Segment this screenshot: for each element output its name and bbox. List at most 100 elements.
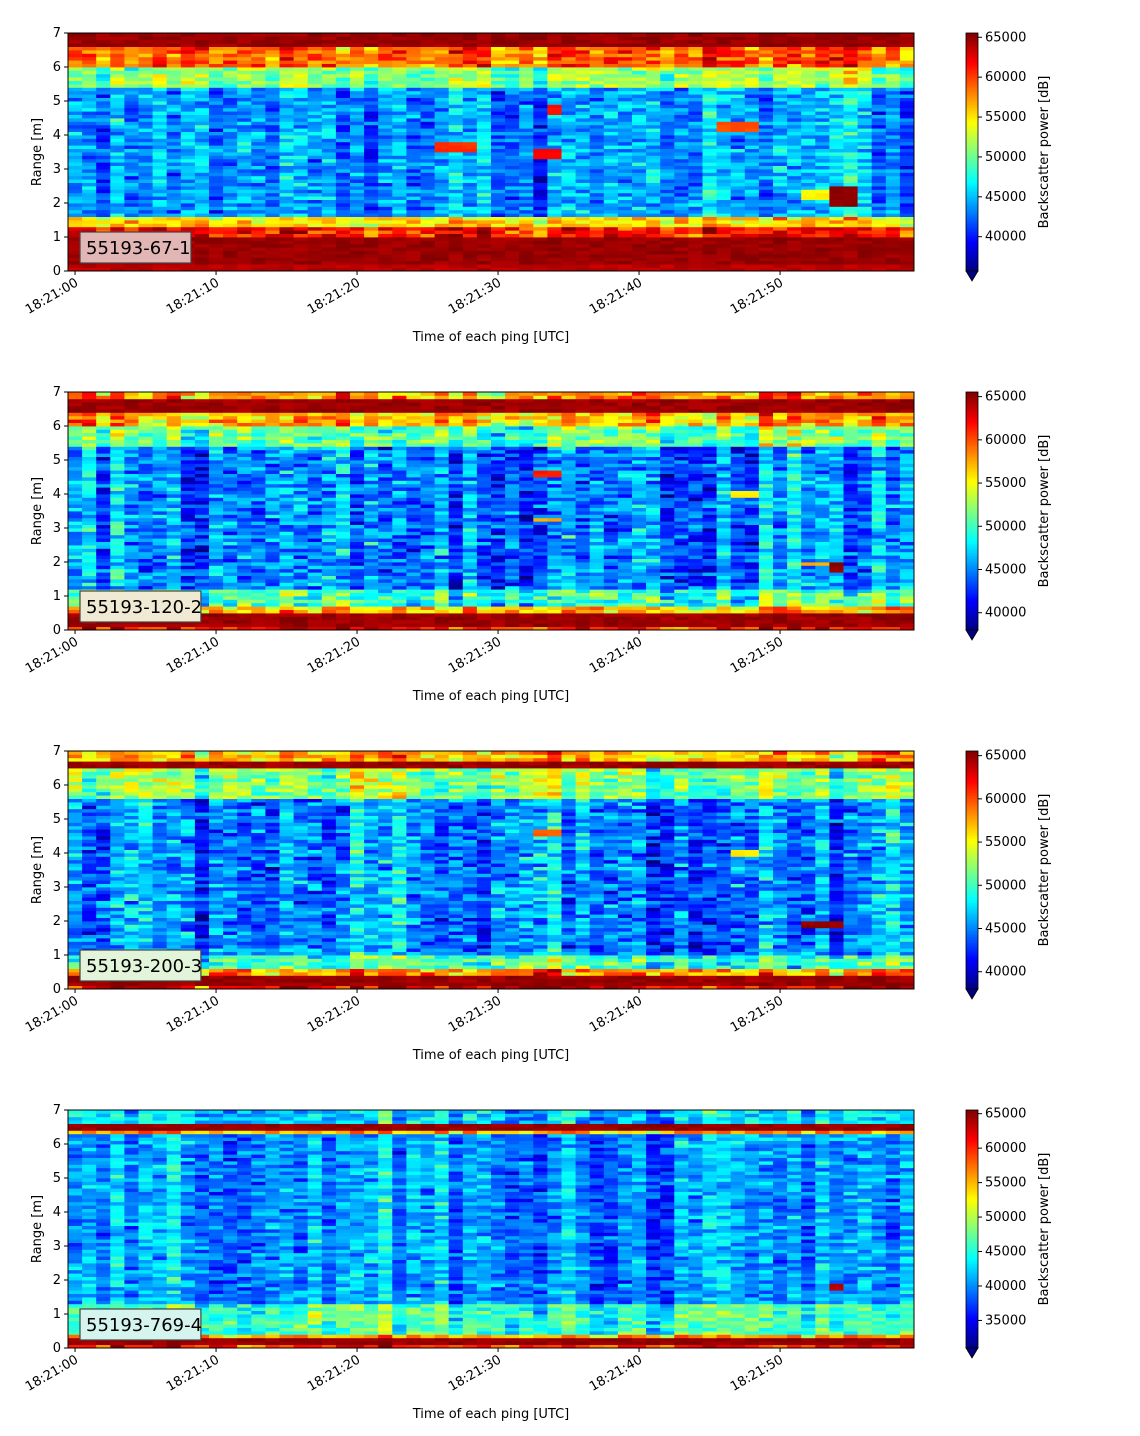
colorbar-segment [966, 159, 978, 163]
heatmap-cell [801, 104, 816, 109]
heatmap-cell [152, 466, 168, 471]
heatmap-cell [744, 90, 760, 95]
heatmap-cell [801, 70, 816, 75]
heatmap-cell [857, 114, 873, 119]
heatmap-cell [364, 199, 379, 204]
heatmap-cell [787, 131, 802, 136]
heatmap-cell [68, 592, 83, 597]
heatmap-cell [237, 84, 252, 88]
heatmap-cell [660, 192, 675, 197]
heatmap-cell [744, 216, 760, 221]
heatmap-cell [350, 247, 365, 251]
heatmap-cell [378, 196, 393, 200]
heatmap-cell [815, 158, 830, 163]
heatmap-cell [194, 613, 210, 617]
heatmap-cell [265, 135, 280, 139]
heatmap-cell [871, 169, 887, 173]
heatmap-cell [674, 80, 689, 85]
heatmap-cell [434, 33, 450, 37]
heatmap-cell [166, 623, 182, 627]
heatmap-cell [448, 39, 464, 44]
heatmap-cell [321, 131, 337, 136]
heatmap-cell [815, 39, 830, 44]
heatmap-cell [660, 264, 675, 268]
heatmap-cell [857, 39, 873, 44]
heatmap-cell [646, 148, 661, 153]
heatmap-cell [885, 189, 901, 194]
heatmap-cell [68, 538, 83, 542]
heatmap-cell [646, 267, 661, 272]
heatmap-cell [632, 250, 647, 255]
heatmap-cell [758, 182, 774, 187]
heatmap-cell [702, 56, 717, 61]
heatmap-cell [406, 53, 421, 58]
heatmap-cell [575, 56, 591, 61]
heatmap-cell [237, 169, 252, 173]
heatmap-cell [110, 521, 125, 525]
heatmap-cell [124, 548, 139, 553]
heatmap-cell [857, 90, 873, 95]
heatmap-cell [180, 548, 196, 553]
heatmap-cell [505, 243, 520, 248]
heatmap-cell [223, 141, 238, 146]
heatmap-cell [758, 226, 774, 231]
heatmap-cell [589, 97, 605, 102]
heatmap-cell [335, 158, 351, 163]
heatmap-cell [166, 226, 182, 231]
heatmap-cell [68, 422, 83, 427]
heatmap-cell [505, 220, 520, 224]
heatmap-cell [603, 152, 619, 156]
y-tick-label: 4 [53, 128, 61, 143]
heatmap-cell [674, 43, 689, 47]
heatmap-cell [350, 46, 365, 51]
heatmap-cell [547, 107, 562, 112]
heatmap-cell [152, 524, 168, 529]
heatmap-cell [392, 148, 407, 153]
heatmap-cell [124, 392, 139, 396]
heatmap-cell [801, 73, 816, 78]
heatmap-cell [251, 39, 266, 44]
heatmap-cell [152, 463, 168, 468]
heatmap-cell [420, 50, 435, 54]
heatmap-cell [547, 209, 562, 214]
heatmap-cell [857, 56, 873, 61]
heatmap-cell [110, 39, 125, 44]
heatmap-cell [758, 138, 774, 143]
heatmap-cell [209, 56, 224, 61]
heatmap-cell [787, 114, 802, 119]
heatmap-cell [899, 233, 915, 238]
heatmap-cell [547, 46, 562, 51]
heatmap-cell [420, 179, 435, 183]
heatmap-cell [293, 254, 309, 258]
heatmap-cell [491, 240, 506, 245]
heatmap-cell [96, 514, 111, 519]
heatmap-cell [406, 189, 421, 194]
heatmap-cell [138, 90, 153, 95]
heatmap-cell [448, 250, 464, 255]
heatmap-cell [82, 46, 97, 51]
heatmap-cell [533, 138, 548, 143]
heatmap-cell [434, 196, 450, 200]
heatmap-cell [378, 124, 393, 129]
heatmap-cell [476, 70, 492, 75]
heatmap-cell [519, 121, 534, 126]
heatmap-cell [519, 203, 534, 207]
heatmap-cell [843, 111, 858, 115]
heatmap-cell [547, 182, 562, 187]
heatmap-cell [110, 395, 125, 400]
heatmap-cell [674, 145, 689, 149]
heatmap-cell [110, 483, 125, 488]
heatmap-cell [237, 186, 252, 190]
heatmap-cell [716, 36, 732, 41]
heatmap-cell [730, 254, 746, 258]
heatmap-cell [716, 240, 732, 245]
heatmap-cell [547, 158, 562, 163]
heatmap-cell [476, 158, 492, 163]
heatmap-cell [307, 138, 323, 143]
heatmap-cell [307, 203, 323, 207]
heatmap-cell [589, 135, 605, 139]
heatmap-cell [773, 50, 788, 54]
heatmap-cell [251, 107, 266, 112]
heatmap-cell [730, 121, 746, 126]
heatmap-cell [82, 473, 97, 478]
